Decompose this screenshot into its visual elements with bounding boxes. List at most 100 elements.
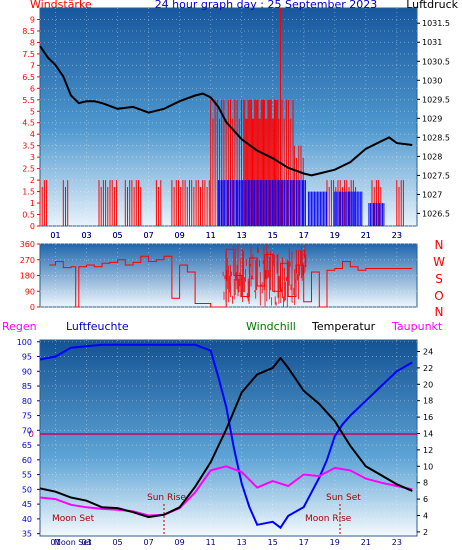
top-x-tick-label: 19 xyxy=(330,231,340,240)
bottom-x-tick-label: 17 xyxy=(299,538,309,547)
direction-tick-label: 0 xyxy=(30,303,35,312)
temperature-tick-label: 10 xyxy=(423,462,433,471)
pressure-tick-label: 1027.5 xyxy=(422,171,450,180)
humidity-tick-label: 45 xyxy=(22,500,32,509)
wind-tick-label: 3 xyxy=(30,153,35,162)
direction-tick-label: 360 xyxy=(20,240,35,249)
humidity-tick-label: 40 xyxy=(22,515,32,524)
direction-tick-label: 180 xyxy=(20,272,35,281)
bottom-x-tick-label: 13 xyxy=(237,538,247,547)
wind-direction-line xyxy=(49,248,413,308)
mid-x-tick-label: 05 xyxy=(112,231,122,240)
humidity-tick-label: 50 xyxy=(22,485,32,494)
rain-zero-label: 0 xyxy=(28,430,34,440)
temperature-tick-label: 8 xyxy=(423,479,428,488)
mid-x-tick-label: 19 xyxy=(330,231,340,240)
bottom-x-tick-label: 03 xyxy=(81,538,91,547)
pressure-tick-label: 1031 xyxy=(422,38,442,47)
bottom-grid xyxy=(40,340,417,536)
wind-axis-label: Windstärke xyxy=(30,0,92,11)
pressure-tick-label: 1030.5 xyxy=(422,57,450,66)
temperature-tick-label: 12 xyxy=(423,446,433,455)
top-x-tick-label: 13 xyxy=(237,231,247,240)
humidity-tick-label: 70 xyxy=(22,426,32,435)
wind-tick-label: 2 xyxy=(30,176,35,185)
moon-rise-label: Moon Rise xyxy=(305,514,352,524)
mid-x-tick-label: 13 xyxy=(237,231,247,240)
temperature-humidity-panel xyxy=(39,339,418,537)
wind-tick-label: 6.5 xyxy=(22,73,35,82)
pressure-tick-label: 1031.5 xyxy=(422,19,450,28)
pressure-tick-label: 1029 xyxy=(422,114,442,123)
mid-x-tick-label: 09 xyxy=(175,231,185,240)
top-x-tick-label: 23 xyxy=(392,231,402,240)
bottom-x-axis-ticks: 01 03 05 07 09 11 13 15 17 19 21 23 xyxy=(50,538,402,547)
dewpoint-line xyxy=(39,465,413,517)
mid-x-tick-label: 23 xyxy=(392,231,402,240)
humidity-tick-label: 85 xyxy=(22,382,32,391)
top-x-tick-label: 15 xyxy=(268,231,278,240)
bottom-x-tick-label: 15 xyxy=(268,538,278,547)
wind-tick-label: 6 xyxy=(30,84,35,93)
pressure-tick-label: 1030 xyxy=(422,76,442,85)
wind-tick-label: 7.5 xyxy=(22,50,35,59)
temperature-tick-label: 18 xyxy=(423,397,433,406)
top-x-tick-label: 03 xyxy=(81,231,91,240)
humidity-tick-label: 100 xyxy=(17,338,32,347)
mid-x-tick-label: 17 xyxy=(299,231,309,240)
wind-tick-label: 2.5 xyxy=(22,165,35,174)
pressure-tick-label: 1028.5 xyxy=(422,133,450,142)
temperature-tick-label: 20 xyxy=(423,380,433,389)
bottom-x-tick-label: 21 xyxy=(361,538,371,547)
sun-set-label: Sun Set xyxy=(326,493,361,503)
humidity-tick-label: 80 xyxy=(22,397,32,406)
pressure-tick-label: 1028 xyxy=(422,152,442,161)
pressure-tick-label: 1029.5 xyxy=(422,95,450,104)
humidity-tick-label: 65 xyxy=(22,441,32,450)
compass-letter-o: O xyxy=(434,289,443,303)
temperature-tick-label: 14 xyxy=(423,429,433,438)
mid-x-tick-label: 01 xyxy=(50,231,60,240)
direction-tick-label: 270 xyxy=(20,256,35,265)
mid-x-tick-label: 07 xyxy=(144,231,154,240)
wind-tick-label: 7 xyxy=(30,61,35,70)
bottom-x-tick-label: 19 xyxy=(330,538,340,547)
humidity-tick-label: 90 xyxy=(22,367,32,376)
bottom-x-tick-label: 01 xyxy=(50,538,60,547)
wind-tick-label: 3.5 xyxy=(22,142,35,151)
wind-tick-label: 8.5 xyxy=(22,27,35,36)
bottom-x-tick-label: 23 xyxy=(392,538,402,547)
wind-tick-label: 0.5 xyxy=(22,211,35,220)
luftfeuchte-label: Luftfeuchte xyxy=(66,320,129,333)
humidity-tick-label: 75 xyxy=(22,412,32,421)
temperature-tick-label: 16 xyxy=(423,413,433,422)
bottom-x-tick-label: 05 xyxy=(112,538,122,547)
humidity-line xyxy=(39,343,413,530)
regen-label: Regen xyxy=(2,320,37,333)
mid-x-tick-label: 11 xyxy=(206,231,216,240)
wind-tick-label: 4.5 xyxy=(22,119,35,128)
moon-set-bottom-label: Moon Set xyxy=(54,538,91,547)
temperature-tick-label: 6 xyxy=(423,495,428,504)
mid-x-tick-label: 21 xyxy=(361,231,371,240)
chart-title: 24 hour graph day : 25 September 2023 xyxy=(155,0,378,11)
top-x-tick-label: 01 xyxy=(50,231,60,240)
temperature-line xyxy=(39,356,413,519)
direction-axis-ticks: 0 90 180 270 360 xyxy=(20,240,40,312)
pressure-line xyxy=(39,45,413,177)
taupunkt-label: Taupunkt xyxy=(391,320,443,333)
wind-tick-label: 1.5 xyxy=(22,188,35,197)
top-x-tick-label: 11 xyxy=(206,231,216,240)
pressure-axis-ticks: 1026.5 1027 1027.5 1028 1028.5 1029 1029.5 1030… xyxy=(417,19,450,218)
wind-tick-label: 5 xyxy=(30,107,35,116)
top-x-tick-label: 07 xyxy=(144,231,154,240)
direction-tick-label: 90 xyxy=(25,287,35,296)
mid-x-tick-label: 03 xyxy=(81,231,91,240)
compass-letters: N W S O N xyxy=(433,238,445,319)
pressure-axis-label: Luftdruck xyxy=(406,0,458,11)
humidity-tick-label: 35 xyxy=(22,530,32,539)
pressure-tick-label: 1027 xyxy=(422,190,442,199)
top-x-tick-label: 05 xyxy=(112,231,122,240)
compass-letter-w: W xyxy=(433,255,445,269)
